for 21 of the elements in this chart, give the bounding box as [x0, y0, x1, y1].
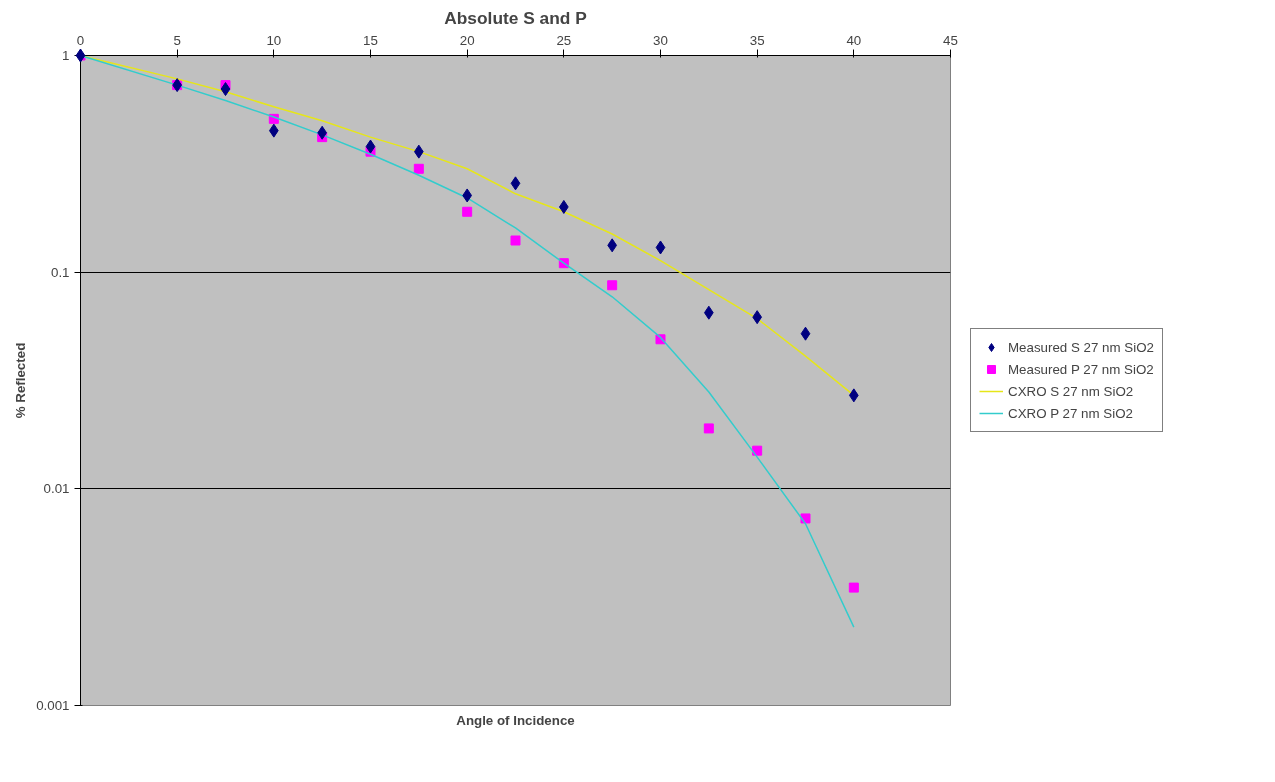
x-tick-label: 25: [556, 32, 572, 48]
chart-title: Absolute S and P: [444, 7, 587, 28]
x-tick-label: 40: [846, 32, 862, 48]
x-tick-label: 10: [266, 32, 282, 48]
y-tick-label: 1: [62, 48, 70, 63]
x-tick-label: 45: [943, 32, 958, 48]
x-tick-label: 15: [363, 32, 378, 48]
y-tick-label: 0.1: [50, 264, 70, 280]
x-tick-label: 20: [459, 32, 475, 48]
x-tick-label: 5: [173, 32, 181, 48]
y-axis-title: % Reflected: [13, 342, 29, 419]
x-axis-title: Angle of Incidence: [456, 712, 575, 728]
legend-label: Measured P 27 nm SiO2: [1008, 361, 1154, 377]
legend-label: CXRO S 27 nm SiO2: [1008, 383, 1134, 399]
x-tick-label: 35: [749, 32, 765, 48]
legend-label: Measured S 27 nm SiO2: [1008, 339, 1154, 355]
legend-label: CXRO P 27 nm SiO2: [1008, 405, 1133, 421]
y-tick-label: 0.001: [36, 698, 70, 713]
x-tick-label: 0: [76, 32, 85, 48]
x-tick-label: 30: [653, 32, 668, 48]
y-tick-label: 0.01: [43, 481, 70, 497]
